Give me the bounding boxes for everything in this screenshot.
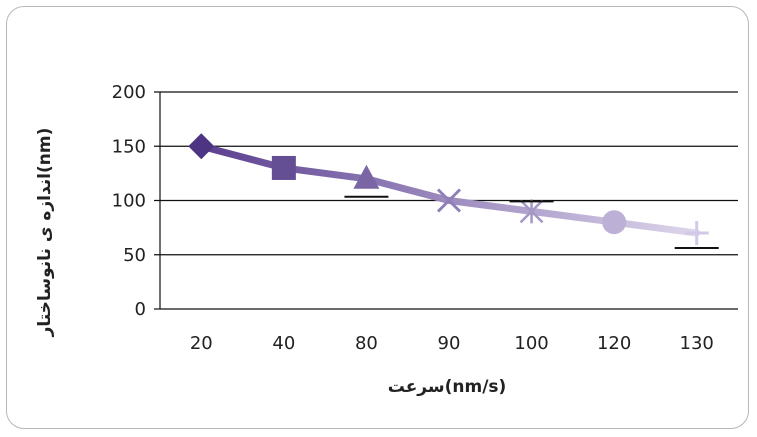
axes bbox=[159, 92, 738, 310]
x-tick-label-130: 130 bbox=[680, 333, 714, 354]
x-tick-label-100: 100 bbox=[514, 333, 548, 354]
data-point-130 bbox=[684, 221, 709, 246]
x-tick-label-80: 80 bbox=[355, 333, 378, 354]
x-tick-labels: 20 40 80 90 100 120 130 bbox=[190, 333, 714, 354]
data-point-80 bbox=[353, 164, 380, 189]
data-point-40 bbox=[271, 155, 296, 180]
data-point-100 bbox=[519, 199, 544, 224]
data-point-20 bbox=[188, 133, 215, 160]
x-tick-label-90: 90 bbox=[438, 333, 461, 354]
y-axis-title: اندازه ی نانوساختار(nm) bbox=[35, 128, 55, 338]
data-point-90 bbox=[436, 188, 462, 213]
y-tick-label-0: 0 bbox=[135, 299, 146, 320]
x-axis-title: سرعت(nm/s) bbox=[388, 377, 507, 397]
y-tick-label-100: 100 bbox=[112, 191, 146, 212]
y-tick-label-150: 150 bbox=[112, 136, 146, 157]
x-tick-label-20: 20 bbox=[190, 333, 213, 354]
y-tick-label-50: 50 bbox=[123, 245, 146, 266]
y-tick-label-200: 200 bbox=[112, 82, 146, 103]
y-tick-labels: 0 50 100 150 200 bbox=[112, 82, 146, 320]
x-tick-label-40: 40 bbox=[272, 333, 295, 354]
series-markers bbox=[188, 133, 719, 250]
data-point-120 bbox=[602, 210, 627, 235]
x-tick-label-120: 120 bbox=[597, 333, 631, 354]
